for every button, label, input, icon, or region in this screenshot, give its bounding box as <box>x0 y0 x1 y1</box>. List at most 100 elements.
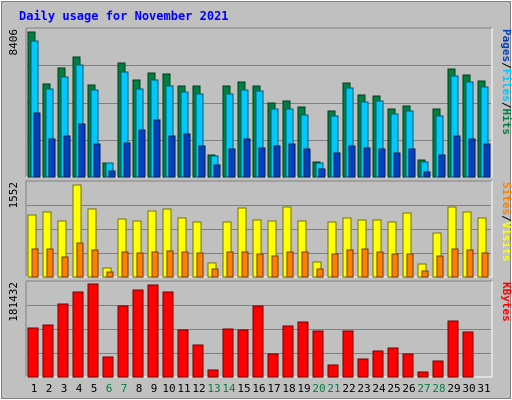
bar-pages <box>438 154 446 178</box>
bar-kbytes <box>147 284 159 378</box>
bar-pages <box>78 123 86 178</box>
bar-pages <box>408 148 416 178</box>
bar-kbytes <box>57 303 69 378</box>
series-legend-label: KBytes <box>500 282 512 322</box>
bar-pages <box>483 143 491 178</box>
bar-kbytes <box>402 353 414 378</box>
bar-kbytes <box>342 330 354 378</box>
panel-visits-sites: 1552 Sites/Visits <box>7 180 512 278</box>
bar-sites <box>106 271 114 278</box>
bar-sites <box>286 251 294 278</box>
day-label: 10 <box>162 382 175 395</box>
bar-kbytes <box>117 305 129 378</box>
bar-pages <box>348 145 356 178</box>
bar-kbytes <box>222 328 234 378</box>
day-label: 23 <box>357 382 370 395</box>
bar-kbytes <box>432 360 444 378</box>
bar-kbytes <box>312 330 324 378</box>
bar-pages <box>168 135 176 178</box>
bar-sites <box>271 255 279 278</box>
bar-sites <box>196 252 204 278</box>
bar-sites <box>451 248 459 278</box>
bar-sites <box>376 251 384 278</box>
bar-sites <box>241 251 249 278</box>
bar-sites <box>466 249 474 278</box>
day-label-weekend: 27 <box>417 382 430 395</box>
legend-entry: KBytes <box>500 282 512 322</box>
bar-kbytes <box>252 305 264 378</box>
day-label: 1 <box>31 382 38 395</box>
bar-pages <box>48 138 56 178</box>
bar-pages <box>93 143 101 178</box>
day-label: 15 <box>237 382 250 395</box>
y-max-label: 1552 <box>7 182 20 209</box>
bar-pages <box>393 152 401 178</box>
bar-kbytes <box>462 331 474 378</box>
bar-sites <box>46 248 54 278</box>
bar-pages <box>318 168 326 178</box>
bar-sites <box>226 251 234 278</box>
day-label: 9 <box>151 382 158 395</box>
day-label: 22 <box>342 382 355 395</box>
bar-kbytes <box>417 371 429 378</box>
x-axis-day-labels: 1 2 3 4 5 6 7 8 9 10 11 12 13 14 15 16 17 18 19 20 21 22 23 24 2… <box>31 382 491 395</box>
bar-sites <box>151 251 159 278</box>
legend-entry: Pages <box>500 29 512 62</box>
bar-pages <box>363 147 371 178</box>
day-label: 5 <box>91 382 98 395</box>
bar-kbytes <box>192 344 204 378</box>
bar-sites <box>31 248 39 278</box>
day-label-weekend: 28 <box>432 382 445 395</box>
bar-kbytes <box>372 350 384 378</box>
bar-sites <box>406 253 414 278</box>
y-max-label: 8406 <box>7 29 20 56</box>
bar-pages <box>108 170 116 178</box>
day-label: 12 <box>192 382 205 395</box>
bar-pages <box>183 133 191 178</box>
bar-pages <box>288 143 296 178</box>
legend-slash: / <box>500 62 512 69</box>
bar-sites <box>256 253 264 278</box>
bar-pages <box>213 164 221 178</box>
bar-kbytes <box>297 321 309 378</box>
day-label: 16 <box>252 382 265 395</box>
bar-sites <box>211 268 219 278</box>
bar-kbytes <box>72 291 84 378</box>
bar-pages <box>273 145 281 178</box>
panel-hits-files-pages: 8406 Pages/Files/Hits <box>7 27 512 178</box>
bar-kbytes <box>207 369 219 378</box>
bar-pages <box>303 148 311 178</box>
day-label: 3 <box>61 382 68 395</box>
bar-sites <box>121 251 129 278</box>
bar-pages <box>468 138 476 178</box>
bar-sites <box>421 270 429 278</box>
bar-pages <box>228 148 236 178</box>
bar-sites <box>301 251 309 278</box>
panel-kbytes: 181432 KBytes <box>7 280 512 378</box>
bar-pages <box>123 142 131 178</box>
bar-kbytes <box>42 324 54 378</box>
bar-kbytes <box>267 353 279 378</box>
day-label: 29 <box>447 382 460 395</box>
bar-sites <box>361 248 369 278</box>
bar-pages <box>198 145 206 178</box>
day-label: 18 <box>282 382 295 395</box>
bar-pages <box>258 147 266 178</box>
day-label: 24 <box>372 382 386 395</box>
bar-sites <box>181 251 189 278</box>
day-label-weekend: 21 <box>327 382 340 395</box>
bar-pages <box>453 135 461 178</box>
day-label: 8 <box>136 382 143 395</box>
day-label: 2 <box>46 382 53 395</box>
bar-pages <box>63 135 71 178</box>
day-label-weekend: 7 <box>121 382 128 395</box>
bar-sites <box>346 249 354 278</box>
day-label: 25 <box>387 382 400 395</box>
bar-pages <box>33 112 41 178</box>
bar-sites <box>91 249 99 278</box>
day-label-weekend: 13 <box>207 382 220 395</box>
day-label-weekend: 14 <box>222 382 236 395</box>
legend-slash: / <box>500 215 512 222</box>
bar-sites <box>136 252 144 278</box>
